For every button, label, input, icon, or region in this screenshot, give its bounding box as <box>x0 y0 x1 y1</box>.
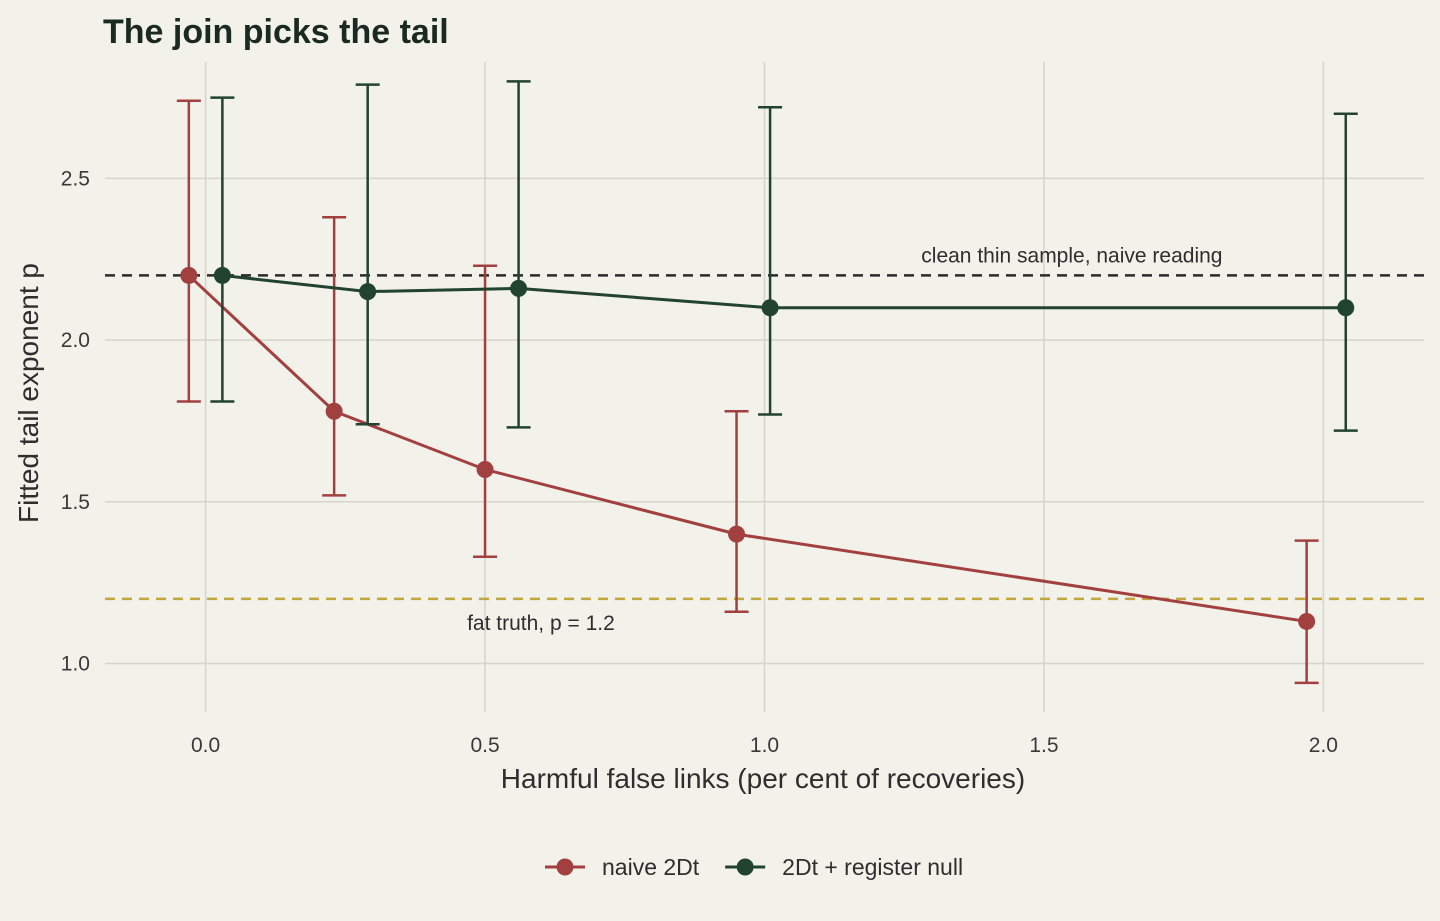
series-line <box>222 273 1346 310</box>
series-layer <box>176 80 1358 685</box>
y-tick-label: 2.0 <box>61 329 90 352</box>
x-tick-label: 0.0 <box>191 734 220 757</box>
grid <box>105 62 1424 712</box>
reference-lines: clean thin sample, naive reading fat trut… <box>105 244 1424 635</box>
data-point <box>180 266 198 284</box>
series-group <box>210 80 1358 432</box>
chart-title: The join picks the tail <box>103 13 449 51</box>
x-tick-label: 2.0 <box>1309 734 1338 757</box>
reference-line-label: fat truth, p = 1.2 <box>467 612 615 635</box>
legend-swatch-marker <box>556 858 574 876</box>
x-axis-ticks: 0.0 0.5 1.0 1.5 2.0 <box>191 734 1338 757</box>
legend-item: 2Dt + register null <box>725 854 963 880</box>
y-axis-label: Fitted tail exponent p <box>13 263 44 523</box>
legend-label: 2Dt + register null <box>782 854 963 880</box>
legend-item: naive 2Dt <box>545 854 700 880</box>
legend-label: naive 2Dt <box>602 854 700 880</box>
data-point <box>1298 612 1316 630</box>
legend: naive 2Dt 2Dt + register null <box>545 854 963 880</box>
data-point <box>325 402 343 420</box>
data-point <box>1337 299 1355 317</box>
x-tick-label: 0.5 <box>470 734 499 757</box>
x-tick-label: 1.0 <box>750 734 779 757</box>
y-tick-label: 1.0 <box>61 652 90 675</box>
data-point <box>476 460 494 478</box>
data-point <box>213 266 231 284</box>
x-axis-label: Harmful false links (per cent of recover… <box>501 763 1025 794</box>
x-tick-label: 1.5 <box>1029 734 1058 757</box>
series-line <box>187 274 1307 623</box>
data-point <box>359 283 377 301</box>
reference-line-label: clean thin sample, naive reading <box>921 244 1222 267</box>
y-axis-ticks: 1.0 1.5 2.0 2.5 <box>61 167 90 675</box>
y-tick-label: 2.5 <box>61 167 90 190</box>
data-point <box>510 279 528 297</box>
y-tick-label: 1.5 <box>61 491 90 514</box>
series-group <box>176 99 1319 685</box>
legend-swatch-marker <box>736 858 754 876</box>
data-point <box>761 299 779 317</box>
data-point <box>728 525 746 543</box>
